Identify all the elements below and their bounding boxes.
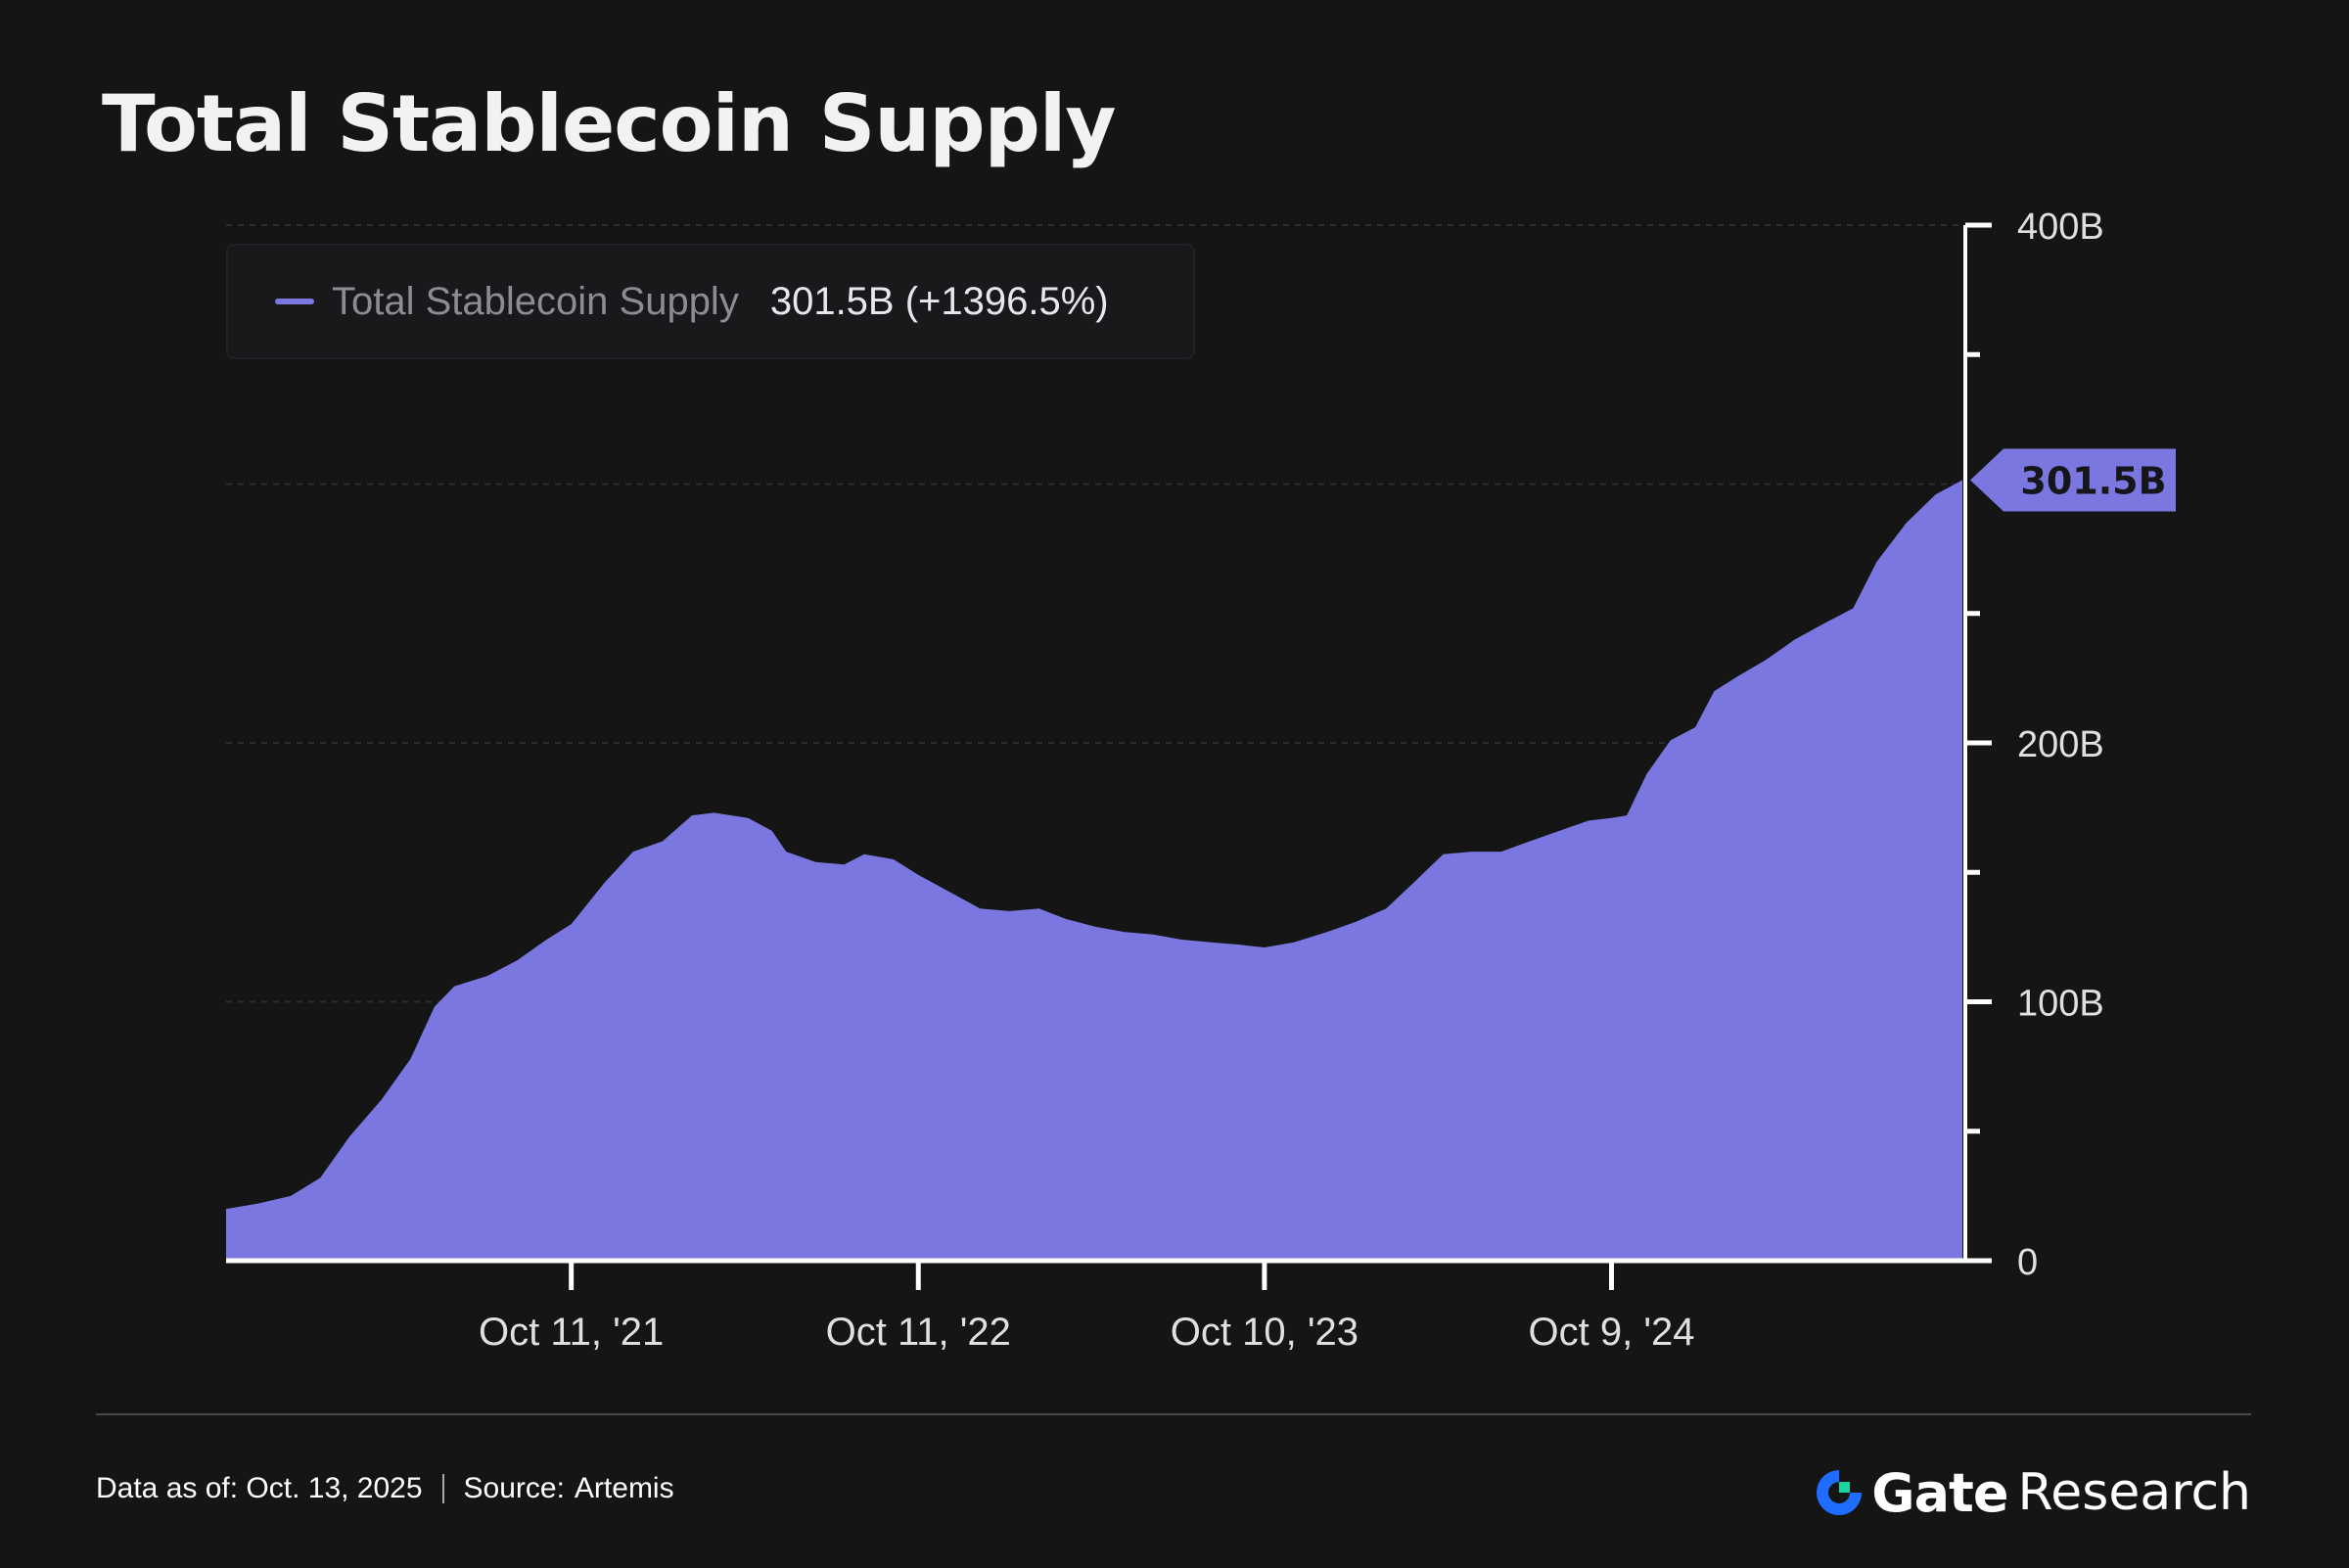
y-tick-label: 0 xyxy=(2017,1242,2038,1283)
brand-name: Gate xyxy=(1871,1461,2008,1524)
x-tick-label: Oct 10, '23 xyxy=(1171,1311,1359,1354)
footer-separator xyxy=(441,1474,444,1503)
data-as-of: Data as of: Oct. 13, 2025 xyxy=(96,1472,423,1504)
last-value-badge xyxy=(1970,448,2176,512)
legend-series-value: 301.5B (+1396.5%) xyxy=(769,279,1109,323)
gate-logo-icon xyxy=(1817,1470,1863,1515)
last-value-text: 301.5B xyxy=(2020,460,2166,503)
x-tick-label: Oct 11, '22 xyxy=(826,1311,1011,1354)
brand-logo: Gate Research xyxy=(1813,1458,2251,1527)
footer-meta: Data as of: Oct. 13, 2025 Source: Artemi… xyxy=(96,1472,674,1505)
series-area xyxy=(226,480,1962,1261)
last-value-label: 301.5B xyxy=(1970,448,2176,512)
legend: Total Stablecoin Supply 301.5B (+1396.5%… xyxy=(226,244,1195,359)
legend-series-name: Total Stablecoin Supply xyxy=(332,279,739,323)
page-title: Total Stablecoin Supply xyxy=(102,78,1116,169)
x-axis-ticks: Oct 11, '21 Oct 11, '22 Oct 10, '23 Oct 9, … xyxy=(479,1261,1694,1354)
x-tick-label: Oct 11, '21 xyxy=(479,1311,664,1354)
y-axis-ticks: 0 100B 200B 400B xyxy=(1965,207,2104,1283)
footer-divider xyxy=(96,1413,2251,1415)
legend-swatch xyxy=(275,299,314,304)
y-tick-label: 200B xyxy=(2017,724,2104,765)
series-area-total-stablecoin-supply xyxy=(226,480,1962,1261)
source-label: Source: xyxy=(463,1472,565,1504)
x-tick-label: Oct 9, '24 xyxy=(1529,1311,1695,1354)
y-tick-label: 400B xyxy=(2017,207,2104,248)
y-tick-label: 100B xyxy=(2017,984,2104,1025)
brand-suffix: Research xyxy=(2017,1463,2251,1522)
source-value: Artemis xyxy=(574,1472,674,1504)
